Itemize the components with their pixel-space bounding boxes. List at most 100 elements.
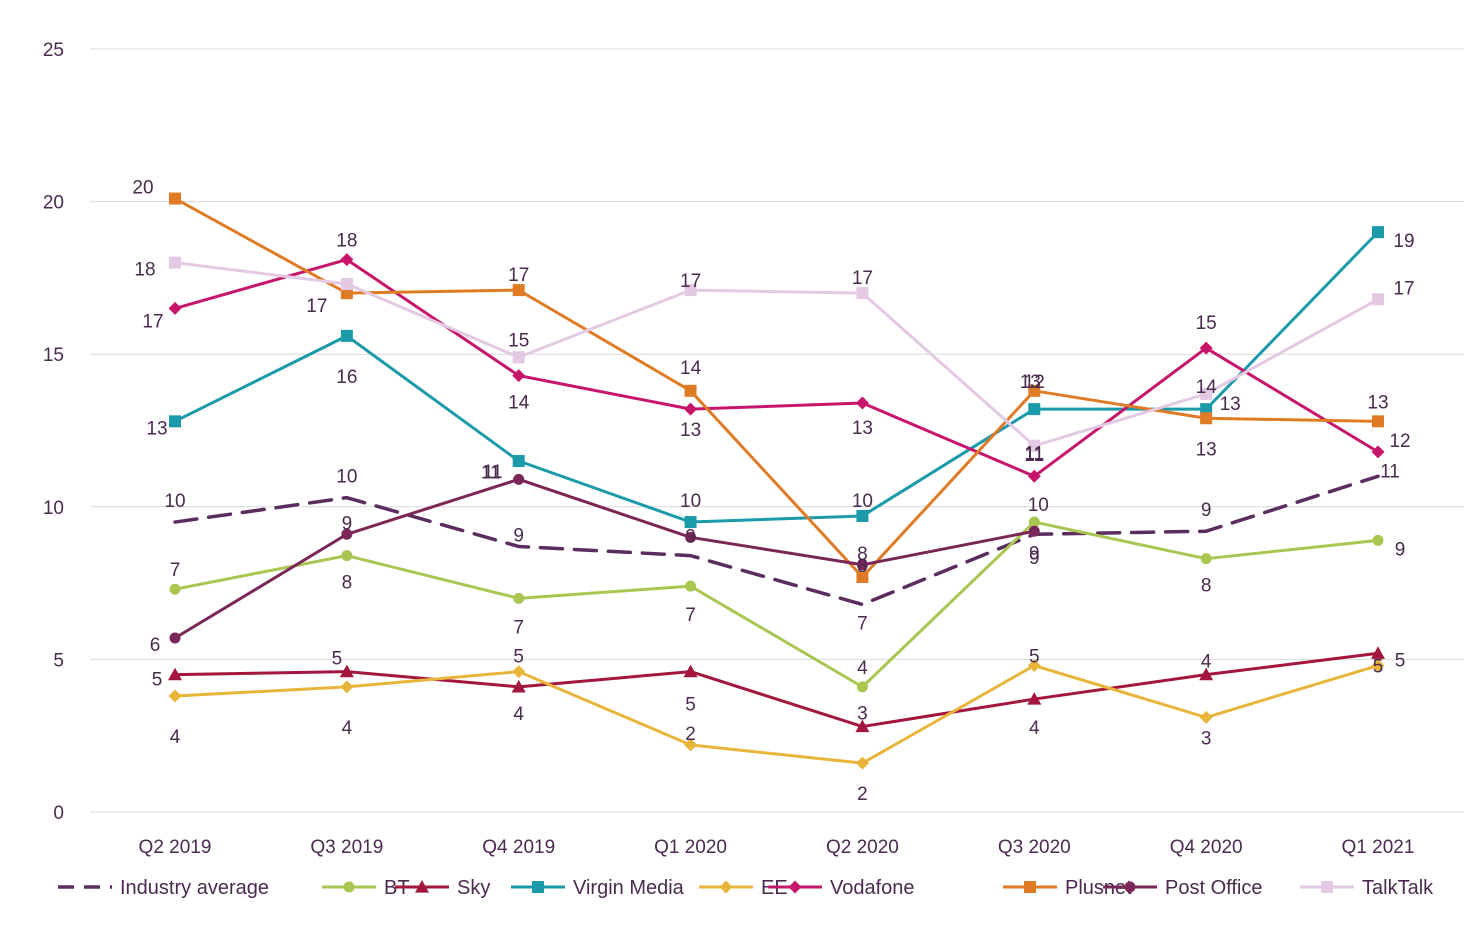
data-point-post-office [856, 559, 868, 571]
data-point-vodafone [684, 402, 698, 416]
gridlines [90, 48, 1464, 813]
x-tick-label: Q1 2020 [654, 837, 727, 858]
data-point-vodafone [168, 301, 182, 315]
legend-item-plusnet: Plusnet [1003, 877, 1132, 899]
data-point-vodafone [1199, 341, 1213, 355]
data-label: 13 [852, 418, 873, 439]
data-label: 6 [150, 635, 161, 656]
data-label: 8 [1201, 576, 1212, 597]
x-tick-label: Q4 2019 [482, 837, 555, 858]
data-label: 5 [152, 670, 163, 691]
series-layer [168, 192, 1385, 770]
data-label: 17 [680, 271, 701, 292]
data-point-virgin-media [1372, 226, 1384, 239]
series-talktalk [169, 256, 1384, 452]
data-label: 11 [481, 462, 501, 483]
data-point-bt [856, 681, 868, 693]
data-point-vodafone [1371, 445, 1385, 459]
data-label: 17 [1393, 278, 1414, 299]
series-sky [168, 646, 1385, 733]
series-line-talktalk [173, 261, 1380, 448]
data-label: 4 [513, 704, 524, 725]
data-label: 5 [332, 649, 343, 670]
data-point-virgin-media [856, 509, 869, 522]
data-label: 9 [1201, 500, 1212, 521]
series-line-virgin-media [173, 230, 1380, 524]
data-point-plusnet [340, 287, 353, 300]
data-label: 12 [1389, 431, 1410, 452]
data-label: 4 [857, 658, 868, 679]
data-label: 18 [134, 260, 155, 281]
data-point-sky [855, 719, 870, 733]
series-post-office [169, 473, 1040, 644]
legend-marker-sky [415, 880, 429, 893]
legend-item-industry-average: Industry average [58, 877, 269, 899]
series-vodafone [168, 253, 1385, 483]
data-label: 13 [1020, 372, 1041, 393]
data-point-post-office [513, 473, 525, 485]
series-line-industry-average [173, 474, 1380, 607]
data-label: 9 [513, 525, 524, 546]
data-label: 3 [857, 704, 868, 725]
x-axis: Q2 2019 Q3 2019 Q4 2019 Q1 2020 Q2 2020 Q3 20… [139, 837, 1415, 858]
data-point-post-office [1028, 525, 1040, 537]
data-label: 13 [1367, 392, 1388, 413]
data-label: 17 [142, 311, 163, 332]
data-label: 20 [132, 178, 153, 199]
data-point-ee [684, 738, 698, 752]
data-point-talktalk [856, 287, 869, 300]
data-point-post-office [685, 531, 697, 543]
data-label: 2 [857, 784, 868, 805]
x-tick-label: Q3 2019 [310, 837, 383, 858]
legend-item-sky: Sky [395, 877, 490, 899]
data-point-plusnet [169, 192, 181, 205]
data-point-virgin-media [1200, 403, 1213, 416]
y-tick-label: 15 [43, 345, 64, 366]
data-point-sky [1027, 692, 1042, 705]
data-label: 8 [857, 556, 868, 577]
data-label: 13 [146, 418, 167, 439]
data-point-talktalk [169, 256, 181, 269]
data-point-talktalk [684, 284, 697, 297]
data-point-bt [341, 550, 353, 562]
data-point-bt [685, 580, 697, 592]
x-tick-label: Q2 2020 [826, 837, 899, 858]
data-point-vodafone [512, 369, 526, 383]
series-line-vodafone [173, 258, 1380, 478]
data-label: 5 [685, 695, 696, 716]
data-point-ee [340, 680, 354, 694]
data-label: 5 [1395, 650, 1406, 671]
data-point-sky [511, 679, 526, 693]
legend-item-post-office: Post Office [1103, 877, 1262, 899]
data-point-talktalk [1372, 293, 1384, 306]
data-point-bt [1372, 534, 1384, 546]
data-label: 13 [1196, 439, 1217, 460]
data-point-sky [683, 664, 698, 678]
y-tick-label: 20 [43, 193, 64, 214]
data-label: 5 [513, 647, 524, 668]
data-point-plusnet [1200, 412, 1213, 425]
data-point-virgin-media [1028, 403, 1041, 416]
legend-label: Virgin Media [573, 877, 685, 899]
data-point-talktalk [1028, 439, 1041, 452]
data-point-talktalk [1200, 387, 1213, 400]
data-label: 15 [508, 330, 529, 351]
data-label: 12 [1024, 372, 1045, 393]
legend-marker-virgin-media [532, 881, 544, 893]
data-label: 8 [342, 573, 353, 594]
data-point-bt [169, 583, 181, 595]
data-label: 7 [513, 617, 524, 638]
legend-label: Industry average [120, 877, 269, 899]
data-label: 14 [508, 393, 530, 414]
legend-label: Vodafone [830, 877, 915, 899]
data-point-ee [1199, 710, 1213, 724]
x-tick-label: Q4 2020 [1170, 837, 1243, 858]
series-industry-average [173, 474, 1380, 607]
data-label: 17 [508, 265, 529, 286]
data-label: 10 [336, 467, 357, 488]
series-ee [168, 659, 1385, 770]
legend-marker-vodafone [788, 880, 802, 894]
data-point-sky [1371, 646, 1385, 659]
